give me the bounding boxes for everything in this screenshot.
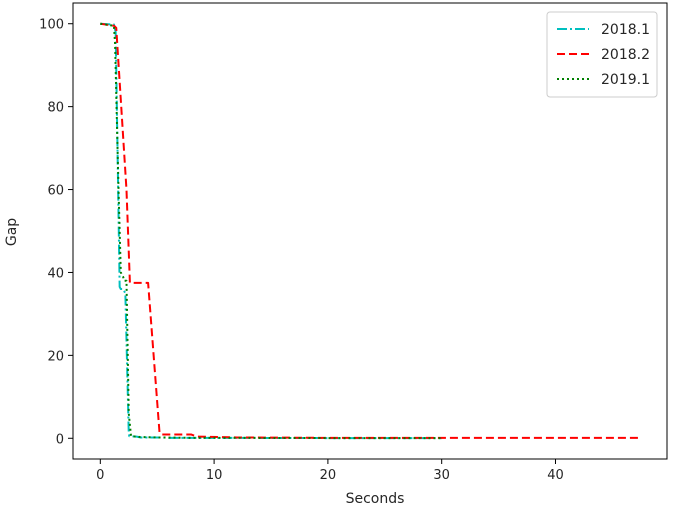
y-tick-label: 60 — [47, 184, 64, 199]
x-tick-label: 30 — [433, 468, 450, 483]
x-tick-label: 20 — [320, 468, 337, 483]
legend-label: 2018.2 — [601, 47, 650, 63]
series-line-2018-1 — [100, 22, 442, 440]
x-axis-label: Seconds — [346, 491, 405, 507]
y-tick-label: 80 — [47, 101, 64, 116]
plot-area: 0 10 20 30 40 0 20 40 60 80 100 — [39, 2, 668, 483]
legend-label: 2019.1 — [601, 72, 650, 88]
y-tick-label: 20 — [47, 349, 64, 364]
y-axis-label: Gap — [4, 218, 20, 246]
y-tick-label: 40 — [47, 266, 64, 281]
y-tick-label: 100 — [39, 18, 64, 33]
x-tick-label: 0 — [96, 468, 104, 483]
legend-label: 2018.1 — [601, 22, 650, 38]
series-line-2019-1 — [100, 22, 442, 440]
y-tick-label: 0 — [56, 432, 64, 447]
x-tick-label: 40 — [547, 468, 564, 483]
legend-box — [546, 11, 658, 98]
x-tick-label: 10 — [206, 468, 223, 483]
axes-frame — [72, 2, 668, 460]
series-lines — [100, 22, 641, 440]
legend: 2018.1 2018.2 2019.1 — [546, 11, 658, 98]
